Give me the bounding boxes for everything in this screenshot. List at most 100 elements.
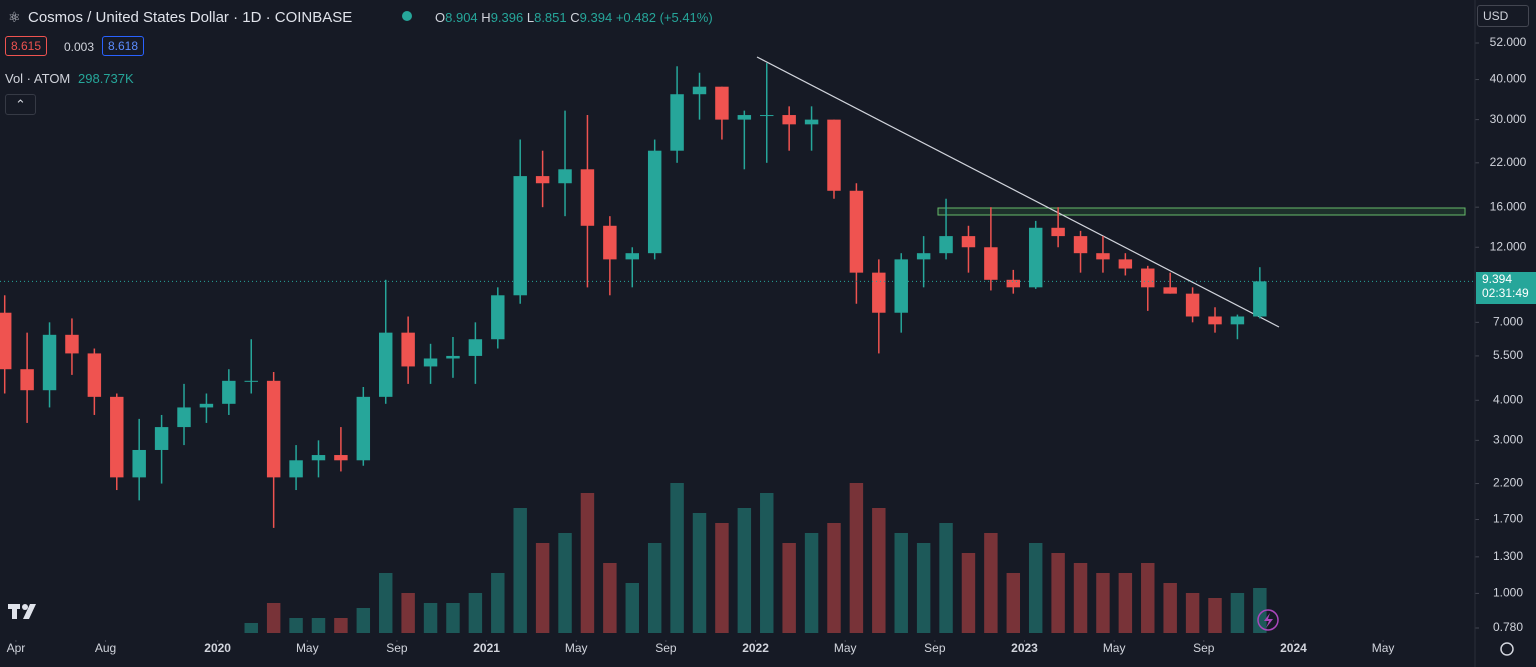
candle-body [199, 403, 214, 408]
trend-line[interactable] [756, 56, 1280, 328]
candle [670, 66, 684, 163]
settings-icon[interactable] [1500, 642, 1514, 656]
candle [379, 279, 393, 404]
currency-button[interactable]: USD [1477, 5, 1529, 27]
candle [244, 339, 258, 394]
candle-body [1185, 293, 1200, 317]
candle [827, 119, 841, 199]
volume-bar [379, 573, 393, 633]
candle-body [311, 455, 326, 461]
candle [199, 393, 214, 423]
candle-body [42, 334, 57, 391]
candle [177, 383, 191, 446]
volume-bar [760, 493, 774, 633]
volume-bar [894, 533, 908, 633]
market-status [402, 11, 412, 21]
alert-icon[interactable] [1257, 609, 1279, 631]
candle-body [580, 169, 595, 226]
candle-body [558, 169, 572, 184]
candle [1118, 253, 1133, 276]
y-tick-label: 3.000 [1493, 433, 1523, 447]
candle-body [401, 332, 415, 367]
candle-body [356, 396, 371, 461]
collapse-button[interactable]: ⌃ [5, 94, 36, 115]
candle [513, 139, 527, 304]
legend-value: 9.394 [579, 10, 613, 25]
x-tick-label: Apr [7, 641, 26, 655]
volume-bar [1253, 588, 1267, 633]
sell-button[interactable]: 8.615 [5, 36, 48, 56]
candle [1096, 236, 1110, 273]
candle-body [827, 119, 841, 191]
volume-bar [1230, 593, 1245, 633]
candle [491, 287, 505, 349]
candle-body [1096, 253, 1110, 260]
symbol-icon: ⚛ [8, 9, 21, 25]
volume-bar [580, 493, 595, 633]
candle [1185, 287, 1200, 323]
volume-bar [1096, 573, 1110, 633]
candle [535, 150, 550, 208]
candle-body [65, 334, 79, 354]
volume-bar [334, 618, 348, 633]
volume-bar [692, 513, 707, 633]
candle [580, 115, 595, 288]
legend-value: 9.396 [490, 10, 524, 25]
candle [468, 322, 483, 384]
candle [782, 106, 796, 151]
volume-bar [423, 603, 438, 633]
volume-bar [266, 603, 281, 633]
candle [1051, 207, 1065, 248]
x-tick-label: Sep [655, 641, 677, 655]
candle-body [625, 253, 639, 260]
volume-bar [804, 533, 819, 633]
y-tick-label: 52.000 [1490, 35, 1527, 49]
candle [760, 63, 774, 163]
volume-bar [715, 523, 729, 633]
x-tick-label: Aug [95, 641, 116, 655]
candle-body [1073, 236, 1088, 254]
volume-bar [625, 583, 639, 633]
candle [42, 322, 57, 408]
candle-body [849, 190, 864, 273]
symbol-title[interactable]: Cosmos / United States Dollar · 1D · COI… [28, 9, 353, 26]
candle [0, 295, 12, 394]
candle [647, 139, 662, 260]
volume-bar [244, 623, 258, 633]
volume-bar [1118, 573, 1133, 633]
candle [939, 198, 953, 260]
volume-bar [535, 543, 550, 633]
candle [20, 332, 34, 423]
candle [1006, 269, 1021, 294]
buy-button[interactable]: 8.618 [102, 36, 145, 56]
x-tick-label: Sep [1193, 641, 1215, 655]
candle [916, 236, 931, 288]
candle-body [513, 176, 527, 296]
candle-body [423, 358, 438, 367]
x-tick-label: 2022 [742, 641, 769, 655]
volume-bar [961, 553, 976, 633]
candle [110, 393, 124, 491]
volume-bar [647, 543, 662, 633]
candle-body [1051, 227, 1065, 237]
volume-bar [737, 508, 752, 633]
candle-body [872, 272, 886, 313]
candle-body [715, 86, 729, 120]
volume-bar [1141, 563, 1155, 633]
lightning-icon [1264, 613, 1273, 628]
candle [154, 414, 169, 484]
candle-body [20, 369, 34, 391]
x-tick-label: Sep [386, 641, 408, 655]
y-tick-label: 1.700 [1493, 512, 1523, 526]
volume-bar [1208, 598, 1222, 633]
candle-body [222, 380, 236, 404]
candle [1028, 220, 1043, 289]
candle-body [446, 355, 460, 359]
volume-bar [1163, 583, 1177, 633]
zone-rectangle[interactable] [937, 207, 1466, 216]
spread: 0.003 [64, 40, 95, 54]
candle-body [154, 427, 169, 450]
candle-body [737, 115, 752, 120]
y-tick-label: 7.000 [1493, 315, 1523, 329]
candle-body [87, 353, 102, 397]
